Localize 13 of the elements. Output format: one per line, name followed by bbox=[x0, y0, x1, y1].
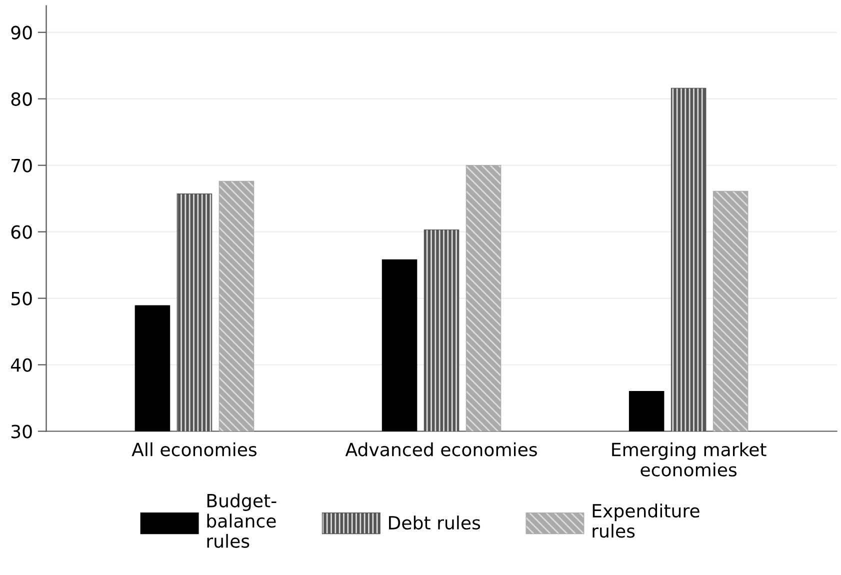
y-tick-label: 60 bbox=[11, 225, 32, 239]
y-tick-label: 30 bbox=[11, 424, 32, 438]
legend-label: Budget- balance rules bbox=[207, 494, 276, 548]
y-tick-label: 50 bbox=[11, 292, 32, 306]
x-tick-label: Emerging market economies bbox=[612, 442, 766, 477]
y-tick-label: 90 bbox=[11, 26, 32, 40]
y-tick-label: 70 bbox=[12, 158, 32, 172]
x-tick-label: Advanced economies bbox=[345, 442, 537, 456]
y-tick-label: 80 bbox=[11, 92, 32, 106]
legend-label: Debt rules bbox=[389, 516, 480, 530]
legend-label: Expenditure rules bbox=[592, 504, 700, 538]
x-tick-label: All economies bbox=[132, 442, 257, 456]
y-tick-label: 40 bbox=[10, 358, 32, 372]
